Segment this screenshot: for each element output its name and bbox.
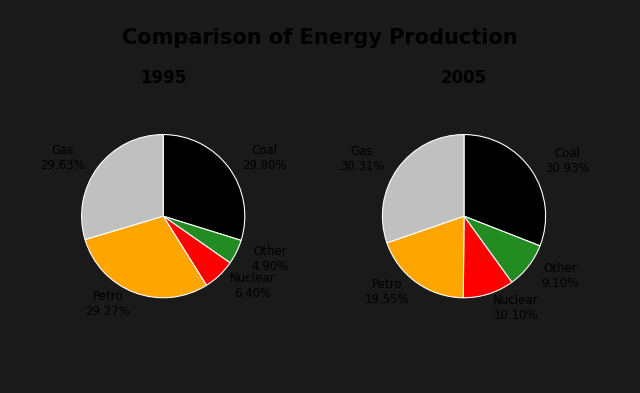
Wedge shape [463,216,512,298]
Text: Petro
19.55%: Petro 19.55% [365,278,409,307]
Text: Nuclear
6.40%: Nuclear 6.40% [230,272,275,300]
Text: Nuclear
10.10%: Nuclear 10.10% [493,294,539,322]
Wedge shape [163,134,244,241]
Wedge shape [163,216,230,285]
Wedge shape [387,216,464,298]
Wedge shape [82,134,163,240]
Text: Gas
29.63%: Gas 29.63% [40,144,84,172]
Text: Coal
30.93%: Coal 30.93% [545,147,589,175]
Wedge shape [464,216,540,282]
Wedge shape [383,134,464,243]
Wedge shape [85,216,207,298]
Text: Coal
29.80%: Coal 29.80% [242,144,287,172]
Title: 1995: 1995 [140,69,186,87]
Text: Comparison of Energy Production: Comparison of Energy Production [122,28,518,48]
Text: Gas
30.31%: Gas 30.31% [340,145,384,173]
Text: Petro
29.27%: Petro 29.27% [85,290,130,318]
Text: Other
9.10%: Other 9.10% [541,262,579,290]
Wedge shape [464,134,545,246]
Wedge shape [163,216,241,263]
Text: Other
4.90%: Other 4.90% [251,245,289,273]
Title: 2005: 2005 [441,69,487,87]
